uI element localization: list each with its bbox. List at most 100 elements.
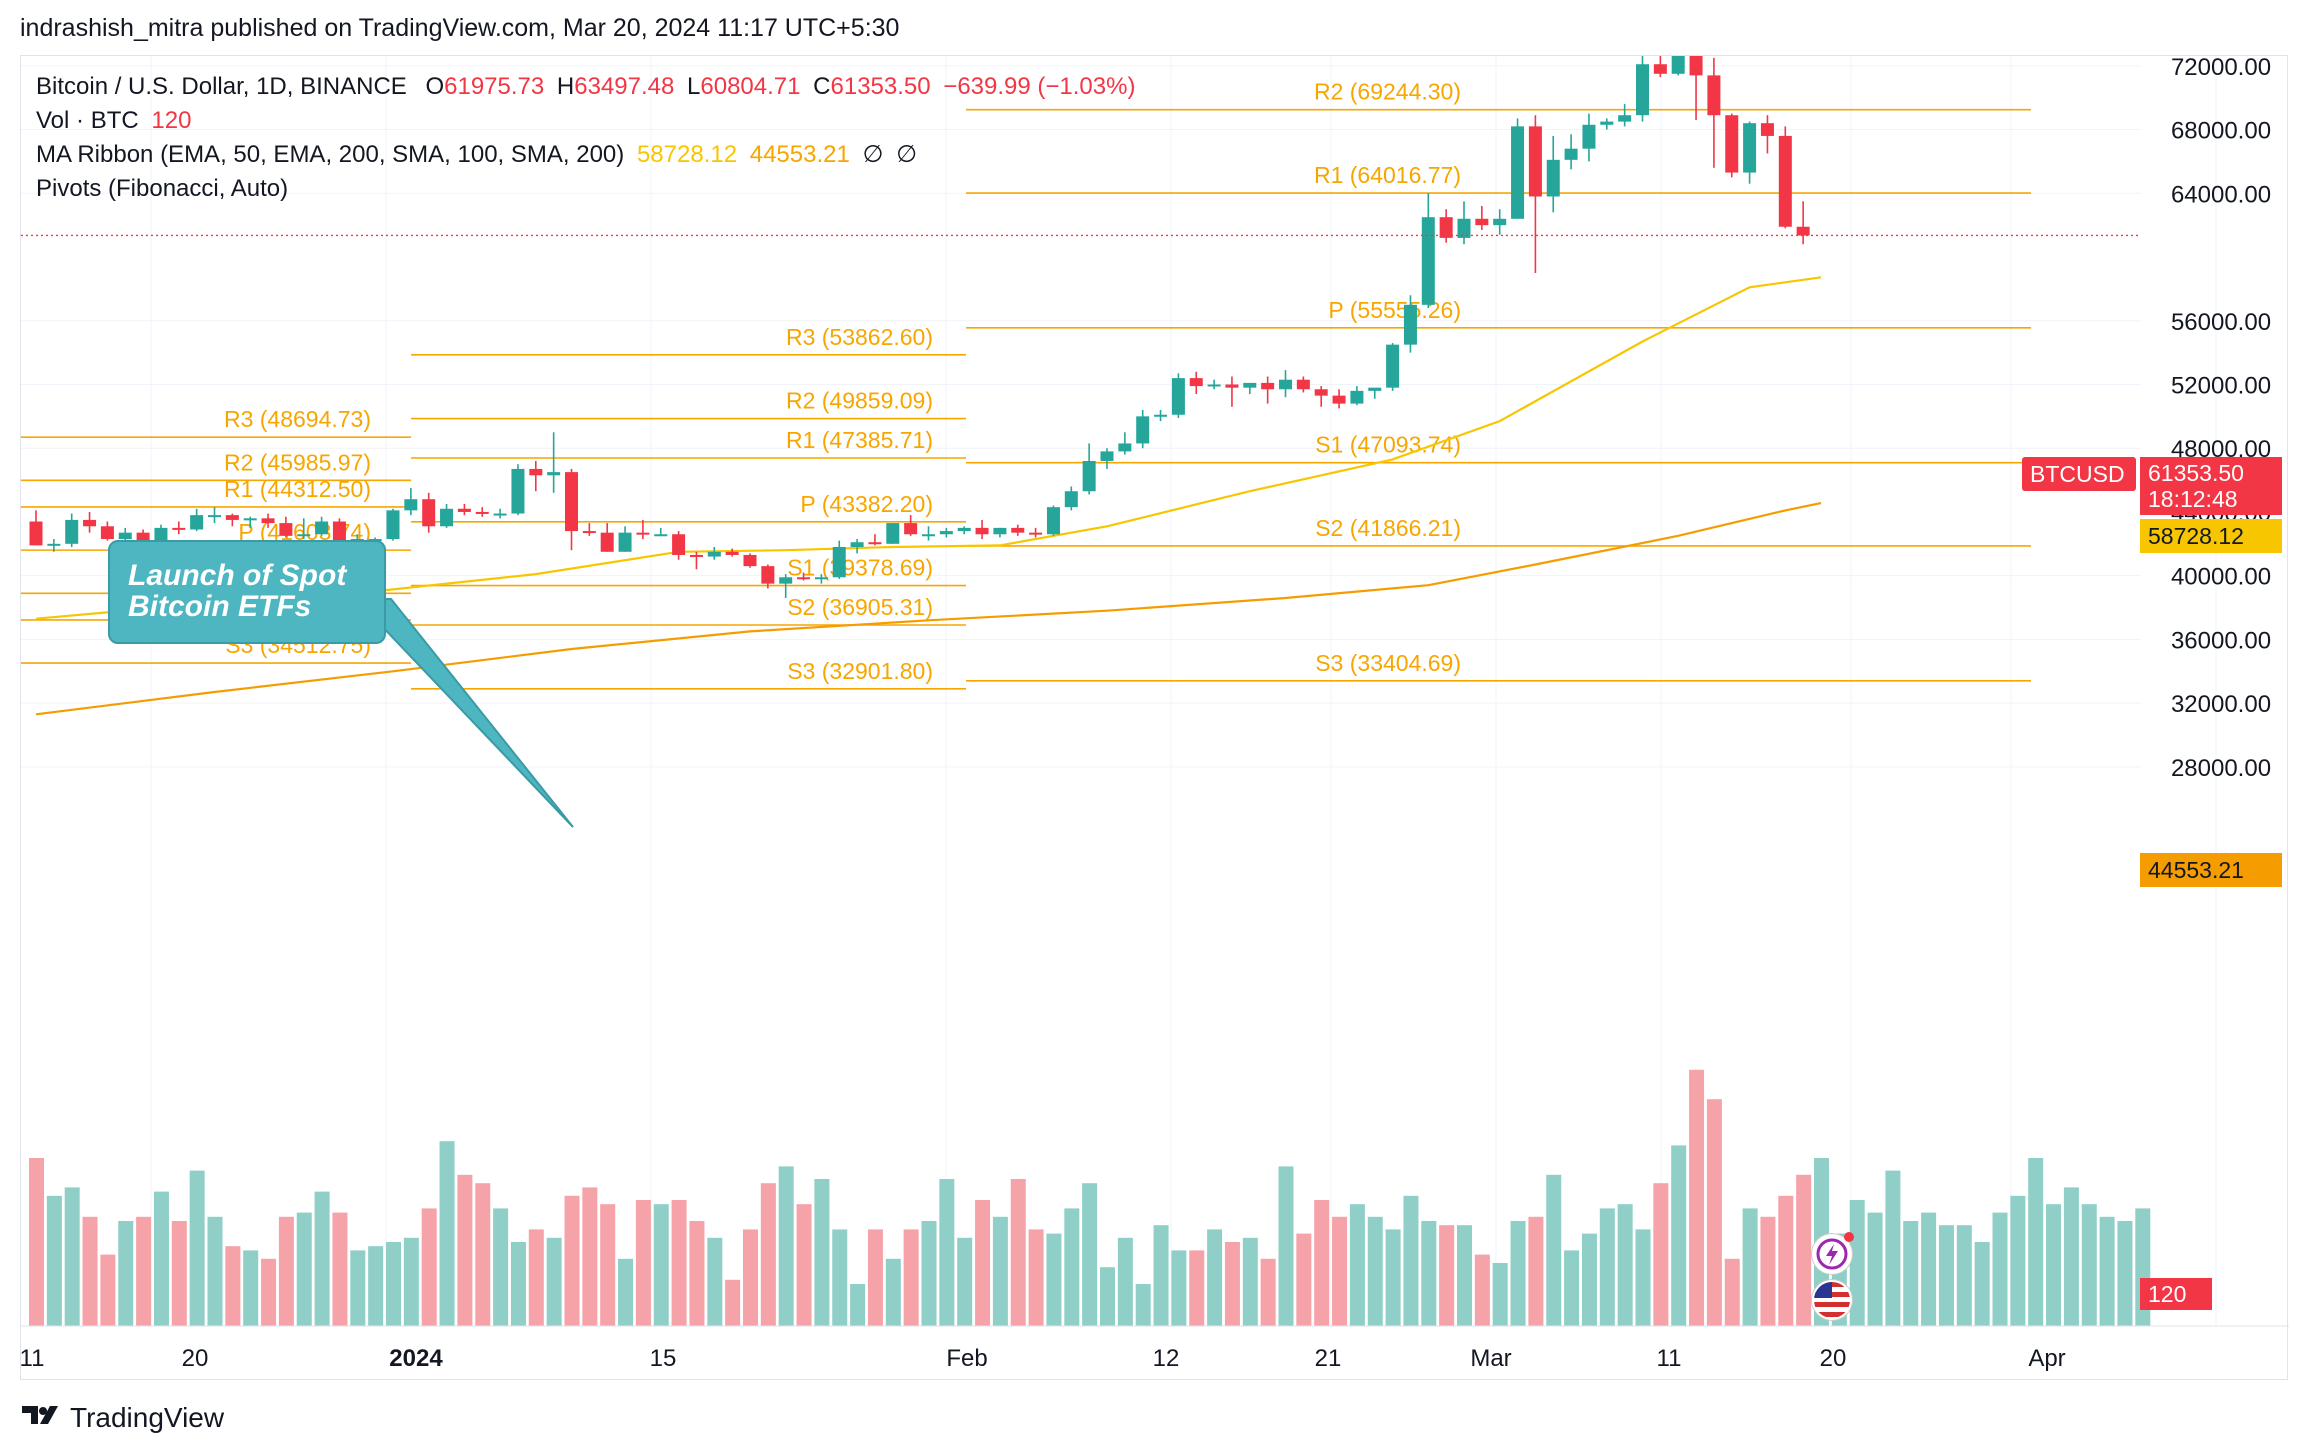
candle-body[interactable] xyxy=(1189,378,1203,387)
legend-ma-label[interactable]: MA Ribbon (EMA, 50, EMA, 200, SMA, 100, … xyxy=(36,141,625,168)
candle-body[interactable] xyxy=(725,551,739,555)
candle-body[interactable] xyxy=(422,499,436,527)
candle-body[interactable] xyxy=(1636,64,1649,116)
candle-body[interactable] xyxy=(672,534,686,555)
candle-body[interactable] xyxy=(1618,115,1632,122)
candle-body[interactable] xyxy=(1564,148,1578,160)
candle-body[interactable] xyxy=(386,510,400,540)
candle-body[interactable] xyxy=(1100,451,1114,461)
candle-body[interactable] xyxy=(1225,384,1239,388)
candle-body[interactable] xyxy=(190,515,204,530)
candle-body[interactable] xyxy=(243,518,257,521)
candle-body[interactable] xyxy=(922,534,935,537)
candle-body[interactable] xyxy=(1743,123,1757,173)
candle-body[interactable] xyxy=(1707,75,1721,116)
candle-body[interactable] xyxy=(547,472,561,476)
candle-body[interactable] xyxy=(814,577,828,580)
candle-body[interactable] xyxy=(582,531,596,534)
candle-body[interactable] xyxy=(1136,416,1150,444)
candle-body[interactable] xyxy=(1386,344,1400,388)
us-flag-icon[interactable] xyxy=(1812,1280,1852,1320)
candle-body[interactable] xyxy=(1475,218,1489,226)
candle-body[interactable] xyxy=(636,532,650,535)
legend-vol-label[interactable]: Vol · BTC xyxy=(36,107,139,134)
candle-body[interactable] xyxy=(1653,64,1667,74)
candle-body[interactable] xyxy=(1511,126,1525,219)
candle-body[interactable] xyxy=(1796,226,1810,236)
candle-body[interactable] xyxy=(47,543,61,546)
candle-body[interactable] xyxy=(332,521,346,541)
candle-body[interactable] xyxy=(172,527,186,530)
candle-body[interactable] xyxy=(1493,218,1507,226)
candle-body[interactable] xyxy=(1314,389,1328,396)
candle-body[interactable] xyxy=(1082,460,1096,492)
candle-body[interactable] xyxy=(654,534,668,537)
candle-body[interactable] xyxy=(1279,379,1292,390)
candle-body[interactable] xyxy=(1046,507,1060,535)
candle-body[interactable] xyxy=(225,515,239,520)
candle-body[interactable] xyxy=(975,527,989,535)
candle-body[interactable] xyxy=(261,518,275,524)
candle-body[interactable] xyxy=(1671,56,1685,74)
candle-body[interactable] xyxy=(957,527,971,532)
lightning-icon[interactable] xyxy=(1812,1232,1854,1274)
candle-body[interactable] xyxy=(315,521,329,535)
candle-body[interactable] xyxy=(1171,378,1185,415)
candle-body[interactable] xyxy=(1368,387,1382,391)
candle-body[interactable] xyxy=(1689,56,1703,76)
candle-body[interactable] xyxy=(1154,414,1168,417)
candle-body[interactable] xyxy=(761,566,775,584)
candle-body[interactable] xyxy=(707,551,721,557)
candle-body[interactable] xyxy=(1760,123,1774,136)
candle-body[interactable] xyxy=(1118,443,1132,452)
candle-body[interactable] xyxy=(743,554,757,567)
candle-body[interactable] xyxy=(1261,382,1275,390)
chart-panel[interactable]: R3 (48694.73) R2 (45985.97) R1 (44312.50) P… xyxy=(20,55,2289,1381)
candle-body[interactable] xyxy=(689,554,703,557)
candle-body[interactable] xyxy=(208,515,221,518)
candle-body[interactable] xyxy=(600,532,614,552)
candle-body[interactable] xyxy=(1403,304,1417,345)
candle-body[interactable] xyxy=(457,508,471,512)
candle-body[interactable] xyxy=(1582,124,1596,149)
candle-body[interactable] xyxy=(1421,217,1435,305)
candle-body[interactable] xyxy=(850,542,864,548)
candle-body[interactable] xyxy=(297,534,311,537)
candle-body[interactable] xyxy=(83,519,97,527)
candle-body[interactable] xyxy=(511,468,525,514)
tradingview-logo-icon[interactable] xyxy=(20,1402,60,1434)
candle-body[interactable] xyxy=(886,523,900,544)
candle-body[interactable] xyxy=(65,519,79,544)
candle-body[interactable] xyxy=(939,531,953,535)
candle-body[interactable] xyxy=(279,523,293,536)
candle-body[interactable] xyxy=(440,508,454,527)
candle-body[interactable] xyxy=(993,527,1007,535)
candle-body[interactable] xyxy=(1296,379,1310,390)
candle-body[interactable] xyxy=(1457,218,1471,238)
candle-body[interactable] xyxy=(868,542,882,545)
candle-body[interactable] xyxy=(1546,159,1560,197)
candle-body[interactable] xyxy=(29,521,43,546)
candle-body[interactable] xyxy=(1439,217,1453,238)
candle-body[interactable] xyxy=(618,532,632,552)
candle-body[interactable] xyxy=(1350,390,1364,404)
candle-body[interactable] xyxy=(832,547,846,578)
candle-body[interactable] xyxy=(1778,135,1792,227)
candle-body[interactable] xyxy=(1029,532,1043,535)
candle-body[interactable] xyxy=(1243,382,1257,388)
candle-body[interactable] xyxy=(1207,384,1221,387)
candle-body[interactable] xyxy=(797,577,811,580)
candle-body[interactable] xyxy=(1528,126,1542,197)
candle-body[interactable] xyxy=(904,523,918,535)
candle-body[interactable] xyxy=(1600,121,1614,125)
candle-body[interactable] xyxy=(475,511,489,514)
candle-body[interactable] xyxy=(404,499,418,511)
candle-body[interactable] xyxy=(118,532,132,540)
candle-body[interactable] xyxy=(529,468,543,476)
chart-svg[interactable]: R3 (48694.73) R2 (45985.97)R1 (44312.50) P… xyxy=(21,56,2289,1381)
etf-annotation-callout[interactable]: Launch of Spot Bitcoin ETFs xyxy=(108,540,386,644)
candle-body[interactable] xyxy=(100,526,114,540)
legend-pivots-label[interactable]: Pivots (Fibonacci, Auto) xyxy=(36,175,289,202)
candle-body[interactable] xyxy=(1332,395,1346,404)
candle-body[interactable] xyxy=(1011,527,1025,533)
